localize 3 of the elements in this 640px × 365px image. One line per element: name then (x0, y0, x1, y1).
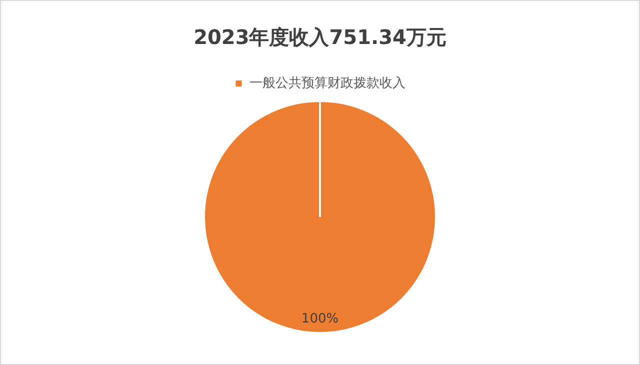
chart-title: 2023年度收入751.34万元 (194, 25, 446, 50)
data-label: 100% (301, 311, 339, 326)
legend-label: 一般公共预算财政拨款收入 (249, 76, 406, 91)
